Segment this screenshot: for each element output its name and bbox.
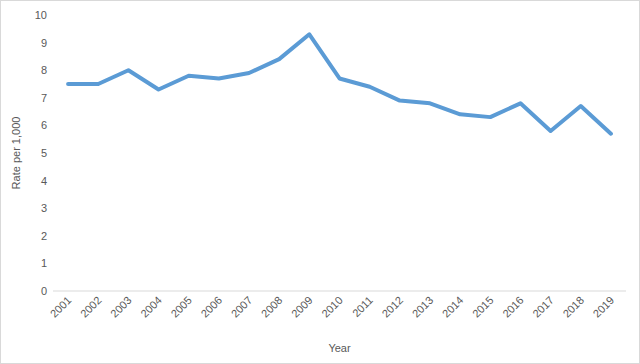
x-tick-label: 2005 [168,294,194,320]
y-tick-label: 9 [41,37,47,49]
plot-area [68,34,611,133]
x-tick-label: 2007 [229,294,255,320]
y-tick-label: 7 [41,92,47,104]
x-tick-label: 2019 [591,294,617,320]
x-tick-label: 2003 [108,294,134,320]
x-tick-label: 2001 [48,294,74,320]
x-tick-label: 2016 [500,294,526,320]
x-axis-title: Year [328,342,351,354]
y-axis-title: Rate per 1,000 [10,117,22,190]
y-tick-label: 0 [41,285,47,297]
x-tick-label: 2014 [440,294,466,320]
y-tick-label: 6 [41,119,47,131]
x-tick-label: 2015 [470,294,496,320]
chart-border [1,1,640,364]
data-line [68,34,611,133]
x-tick-label: 2017 [530,294,556,320]
x-tick-label: 2002 [78,294,104,320]
x-tick-label: 2010 [319,294,345,320]
x-tick-label: 2009 [289,294,315,320]
y-tick-label: 3 [41,202,47,214]
chart-svg: 0 1 2 3 4 5 6 7 8 9 10 2001200220032004200520062007… [0,0,640,364]
chart-root: 0 1 2 3 4 5 6 7 8 9 10 2001200220032004200520062007… [0,0,640,364]
y-tick-label: 1 [41,257,47,269]
x-tick-label: 2011 [350,294,375,319]
x-tick-label: 2013 [410,294,436,320]
x-tick-label: 2004 [138,294,164,320]
y-tick-label: 10 [35,9,47,21]
x-tick-label: 2008 [259,294,285,320]
y-tick-label: 4 [41,175,47,187]
y-tick-label: 2 [41,230,47,242]
x-axis-line [53,291,626,292]
y-tick-label: 8 [41,64,47,76]
x-tick-label: 2018 [560,294,586,320]
x-tick-label: 2006 [198,294,224,320]
x-tick-label: 2012 [379,294,405,320]
y-tick-label: 5 [41,147,47,159]
